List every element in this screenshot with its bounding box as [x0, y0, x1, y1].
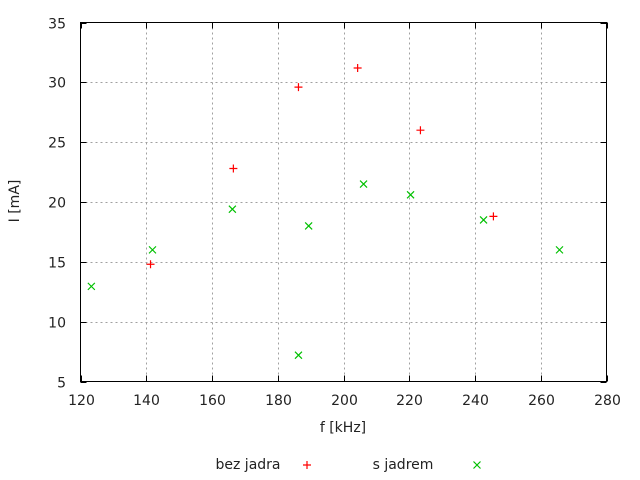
point-cross — [228, 205, 237, 214]
y-tick-label: 15 — [48, 256, 66, 272]
legend-label: s jadrem — [373, 457, 434, 473]
point-cross — [479, 216, 488, 224]
x-axis-label: f [kHz] — [320, 420, 366, 436]
point-plus — [229, 164, 238, 173]
legend-marker-plus — [303, 461, 311, 469]
x-tick-label: 160 — [199, 393, 226, 409]
point-cross — [148, 245, 157, 254]
data-points — [87, 63, 564, 360]
legend: bez jadra s jadrem — [216, 457, 481, 473]
legend-label: bez jadra — [216, 457, 281, 473]
y-tick-label: 5 — [57, 376, 66, 392]
point-cross — [304, 222, 313, 230]
x-tick-label: 260 — [528, 393, 555, 409]
y-tick-label: 35 — [48, 17, 66, 33]
x-tick-label: 280 — [594, 393, 621, 409]
x-tick-label: 240 — [462, 393, 489, 409]
x-tick-label: 220 — [396, 393, 423, 409]
legend-marker-cross — [473, 461, 481, 469]
ticks: 120 140 160 180 200 220 240 260 280 5 10 15 20 25 30 35 — [48, 17, 621, 410]
point-plus — [489, 212, 498, 221]
plot-frame — [80, 22, 607, 382]
x-tick-label: 140 — [133, 393, 160, 409]
x-tick-label: 200 — [331, 393, 358, 409]
point-plus — [294, 83, 303, 92]
point-plus — [353, 63, 362, 72]
point-cross — [294, 351, 303, 360]
point-plus — [146, 260, 155, 269]
x-tick-label: 180 — [265, 393, 292, 409]
y-tick-label: 30 — [48, 76, 66, 92]
point-cross — [406, 190, 415, 199]
point-cross — [87, 282, 96, 291]
grid — [80, 22, 607, 382]
point-cross — [359, 180, 368, 188]
y-axis-label: I [mA] — [7, 180, 23, 223]
point-plus — [416, 126, 425, 135]
x-tick-label: 120 — [68, 393, 95, 409]
y-tick-label: 10 — [48, 316, 66, 332]
y-tick-label: 20 — [48, 196, 66, 212]
point-cross — [555, 245, 564, 254]
y-tick-label: 25 — [48, 136, 66, 152]
